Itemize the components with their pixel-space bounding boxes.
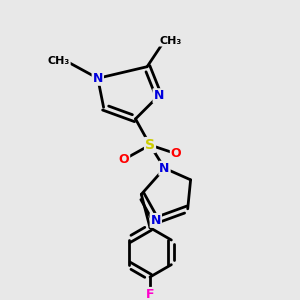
Text: CH₃: CH₃ (159, 36, 182, 46)
Text: F: F (146, 288, 154, 300)
Text: S: S (145, 138, 155, 152)
Text: O: O (118, 153, 129, 166)
Text: N: N (159, 162, 170, 175)
Text: O: O (171, 147, 182, 160)
Text: N: N (93, 72, 103, 85)
Text: N: N (154, 89, 164, 102)
Text: CH₃: CH₃ (47, 56, 70, 66)
Text: N: N (151, 214, 161, 227)
